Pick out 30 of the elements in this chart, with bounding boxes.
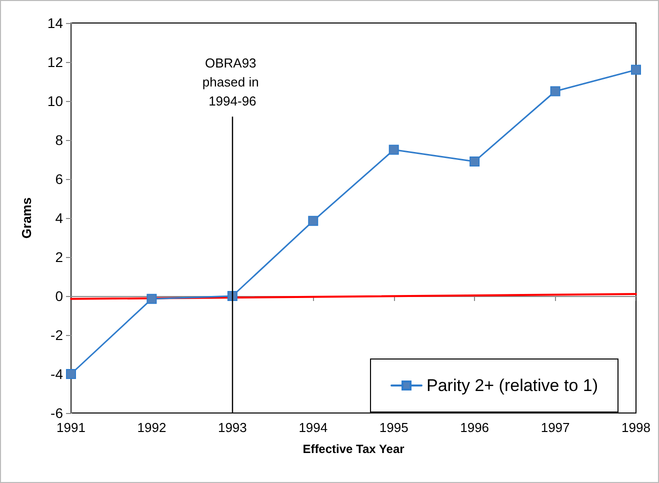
y-tick-label: 14 xyxy=(47,15,64,31)
x-axis-title: Effective Tax Year xyxy=(302,442,405,456)
x-tick-label: 1991 xyxy=(56,420,86,435)
x-tick-label: 1997 xyxy=(540,420,570,435)
point xyxy=(146,294,157,304)
y-tick-label: 8 xyxy=(55,132,64,148)
x-tick-label: 1998 xyxy=(622,420,650,435)
y-tick-label: 2 xyxy=(55,249,64,265)
y-tick-label: 10 xyxy=(47,93,64,109)
ref-line-label: OBRA93 phased in 1994-96 xyxy=(202,56,262,109)
y-tick-label: 6 xyxy=(55,171,64,187)
y-tick-label: -4 xyxy=(50,366,64,382)
legend-label: Parity 2+ (relative to 1) xyxy=(426,376,598,395)
y-tick-label: 4 xyxy=(55,210,64,226)
y-tick-label: -6 xyxy=(50,405,64,421)
point xyxy=(308,216,318,226)
y-axis-title: Grams xyxy=(19,197,34,239)
x-tick-label: 1992 xyxy=(137,420,166,435)
y-tick-label: 12 xyxy=(47,54,64,70)
y-tick-label: -2 xyxy=(50,327,64,343)
point xyxy=(631,64,641,75)
x-tick-label: 1993 xyxy=(218,420,247,435)
point xyxy=(470,156,480,166)
point xyxy=(66,369,76,379)
y-tick-label: 0 xyxy=(55,288,64,304)
point xyxy=(550,86,560,96)
x-tick-label: 1994 xyxy=(298,420,328,435)
point xyxy=(388,144,399,155)
x-tick-label: 1996 xyxy=(460,420,490,435)
x-tick-label: 1995 xyxy=(379,420,408,435)
